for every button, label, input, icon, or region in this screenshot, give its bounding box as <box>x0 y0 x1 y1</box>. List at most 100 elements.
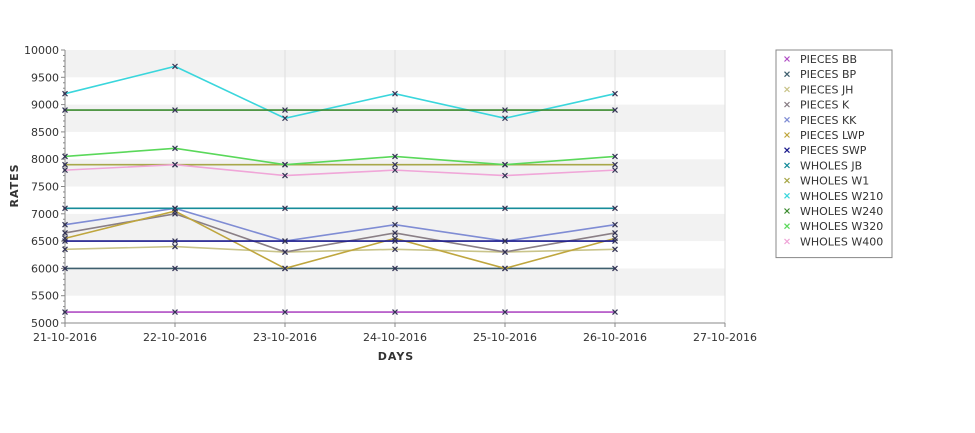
legend-box <box>775 49 893 259</box>
marker-stroke <box>62 107 68 113</box>
data-point-wholes-w210 <box>172 63 178 70</box>
data-point-pieces-bb <box>612 309 618 316</box>
data-point-pieces-bb <box>392 309 398 316</box>
data-point-wholes-jb <box>172 205 178 212</box>
data-point-wholes-w1 <box>62 161 68 168</box>
series-pieces-swp <box>62 238 618 245</box>
data-point-pieces-lwp <box>502 265 508 272</box>
marker-stroke <box>172 309 178 316</box>
marker-stroke <box>612 161 618 168</box>
x-tick-label: 26-10-2016 <box>583 331 647 344</box>
legend-label-pieces-jh: PIECES JH <box>800 83 853 96</box>
marker-stroke <box>282 238 288 245</box>
marker-stroke <box>62 309 68 316</box>
legend-label-pieces-lwp: PIECES LWP <box>800 129 865 142</box>
data-point-pieces-k <box>612 229 618 236</box>
marker-stroke <box>612 153 618 160</box>
data-point-wholes-jb <box>612 205 618 212</box>
legend-item-wholes-w1: WHOLES W1 <box>784 175 869 188</box>
marker-stroke <box>502 205 508 212</box>
data-point-pieces-swp <box>502 238 508 245</box>
data-point-pieces-kk <box>392 221 398 228</box>
data-point-pieces-bp <box>612 265 618 272</box>
marker-stroke <box>502 249 508 255</box>
data-point-wholes-w320 <box>62 153 68 160</box>
legend-marker-wholes-jb <box>784 162 790 169</box>
data-point-wholes-w320 <box>392 153 398 160</box>
y-axis-title: RATES <box>8 163 21 207</box>
legend-label-pieces-kk: PIECES KK <box>800 114 857 127</box>
marker-stroke <box>784 162 790 169</box>
series-wholes-jb <box>62 205 618 212</box>
legend-label-wholes-w400: WHOLES W400 <box>800 235 883 248</box>
legend-label-pieces-k: PIECES K <box>800 99 850 112</box>
data-point-pieces-k <box>282 249 288 255</box>
x-tick-label: 23-10-2016 <box>253 331 317 344</box>
marker-stroke <box>502 115 508 122</box>
data-point-pieces-swp <box>62 238 68 245</box>
data-point-pieces-bb <box>502 309 508 316</box>
marker-stroke <box>612 246 618 253</box>
legend-item-wholes-jb: WHOLES JB <box>784 159 862 172</box>
legend-label-pieces-bp: PIECES BP <box>800 68 856 81</box>
marker-stroke <box>62 161 68 168</box>
data-point-wholes-w1 <box>612 161 618 168</box>
marker-stroke <box>172 238 178 245</box>
marker-stroke <box>392 309 398 316</box>
legend-marker-wholes-w1 <box>784 177 790 184</box>
marker-stroke <box>282 172 288 179</box>
legend-marker-pieces-lwp <box>784 132 790 138</box>
marker-stroke <box>392 221 398 228</box>
marker-stroke <box>282 309 288 316</box>
data-point-wholes-w240 <box>392 107 398 113</box>
legend-label-wholes-w320: WHOLES W320 <box>800 220 883 233</box>
marker-stroke <box>784 86 790 93</box>
x-tick-label: 24-10-2016 <box>363 331 427 344</box>
data-point-wholes-w400 <box>282 172 288 179</box>
marker-stroke <box>392 246 398 253</box>
legend-marker-pieces-bb <box>784 56 790 62</box>
marker-stroke <box>784 147 790 154</box>
data-point-pieces-bb <box>172 309 178 316</box>
legend-marker-wholes-w320 <box>784 223 790 230</box>
data-point-pieces-jh <box>62 246 68 253</box>
marker-stroke <box>502 309 508 316</box>
y-tick-label: 6500 <box>31 235 59 248</box>
legend-label-wholes-jb: WHOLES JB <box>800 159 862 172</box>
marker-stroke <box>612 90 618 97</box>
data-point-wholes-w240 <box>282 107 288 113</box>
y-tick-label: 9000 <box>31 99 59 112</box>
data-point-wholes-w320 <box>502 161 508 168</box>
series-line-wholes-w210 <box>64 65 616 120</box>
data-point-wholes-jb <box>392 205 398 212</box>
data-point-wholes-jb <box>282 205 288 212</box>
marker-stroke <box>282 107 288 113</box>
data-point-pieces-swp <box>392 238 398 245</box>
y-tick-label: 7000 <box>31 208 59 221</box>
data-point-wholes-w210 <box>62 90 68 97</box>
marker-stroke <box>392 265 398 272</box>
series-wholes-w400 <box>62 161 618 179</box>
series-pieces-k <box>62 210 618 255</box>
legend-label-wholes-w210: WHOLES W210 <box>800 190 883 203</box>
marker-stroke <box>172 205 178 212</box>
marker-stroke <box>282 265 288 272</box>
legend-marker-wholes-w400 <box>784 238 790 245</box>
marker-stroke <box>612 229 618 236</box>
marker-stroke <box>62 246 68 253</box>
x-tick-label: 25-10-2016 <box>473 331 537 344</box>
legend-label-pieces-swp: PIECES SWP <box>800 144 867 157</box>
data-point-pieces-k <box>392 229 398 236</box>
series-wholes-w240 <box>62 107 618 113</box>
y-tick-label: 6000 <box>31 262 59 275</box>
marker-stroke <box>784 223 790 230</box>
y-tick-label: 7500 <box>31 181 59 194</box>
series-line-pieces-kk <box>64 207 616 242</box>
marker-stroke <box>282 161 288 168</box>
marker-stroke <box>784 101 790 108</box>
marker-stroke <box>282 249 288 255</box>
series-line-pieces-lwp <box>64 210 616 270</box>
data-point-wholes-w320 <box>282 161 288 168</box>
